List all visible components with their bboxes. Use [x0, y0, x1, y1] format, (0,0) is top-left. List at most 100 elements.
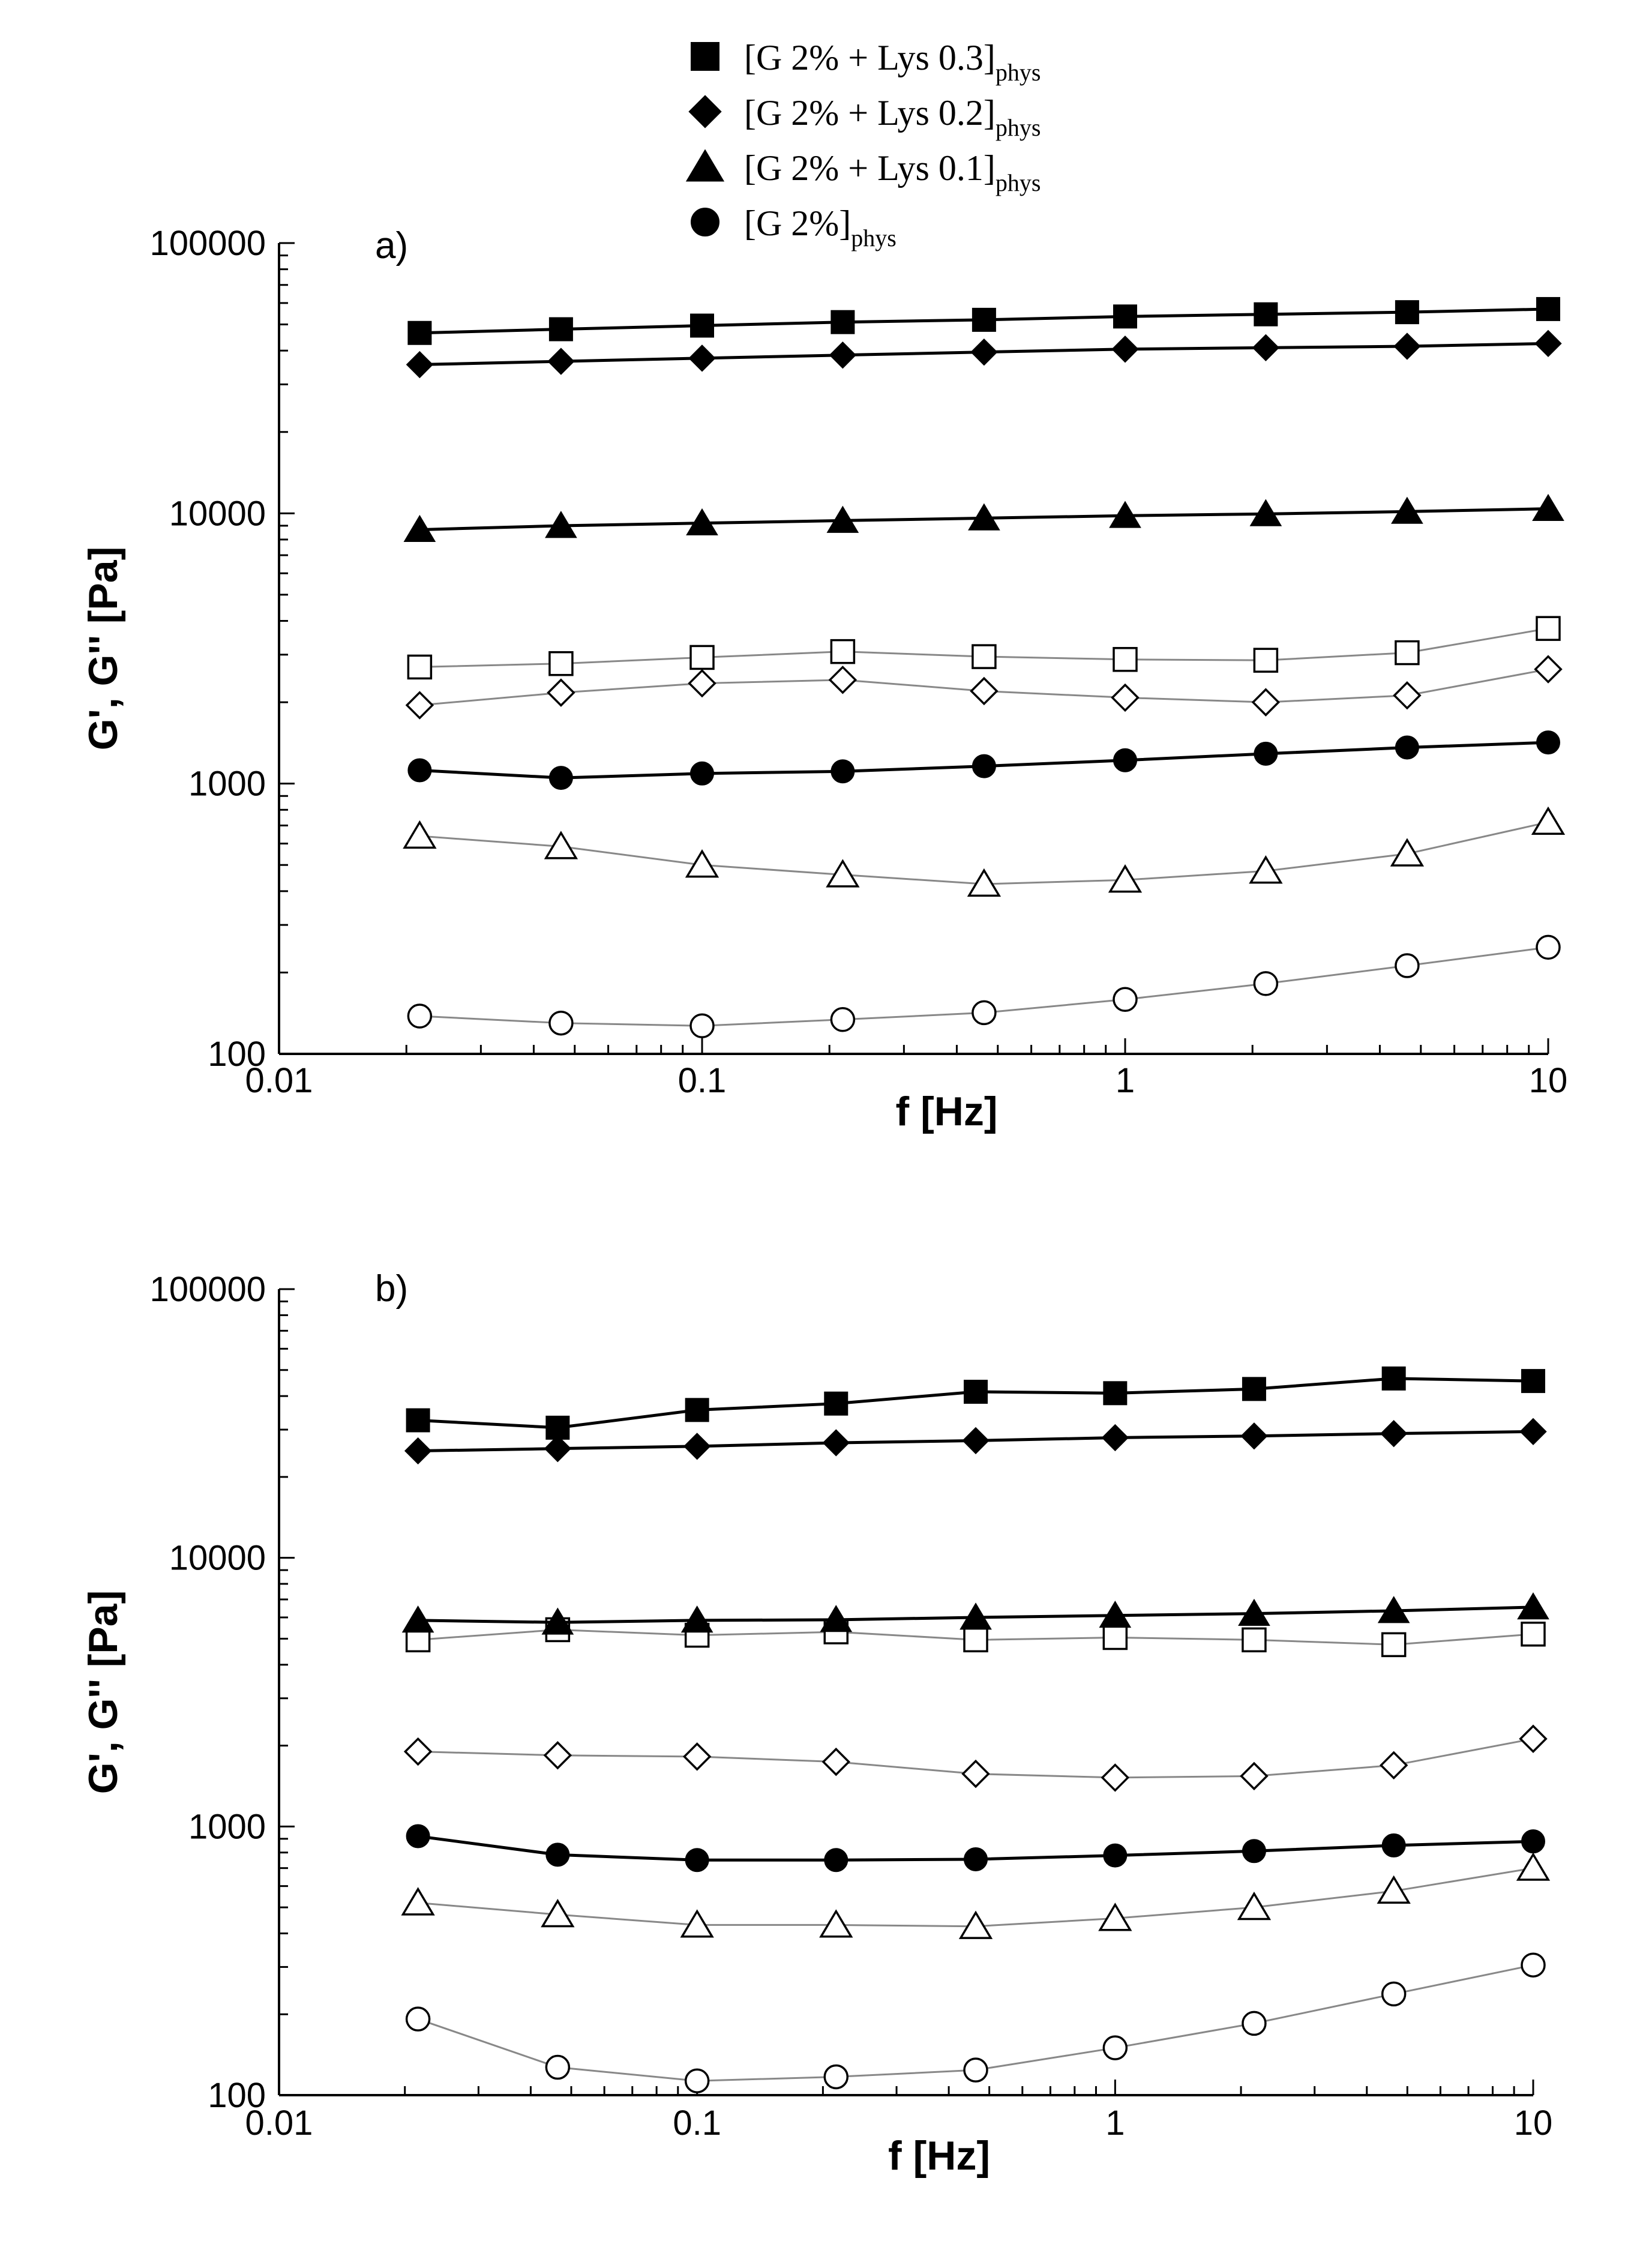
- data-point: [685, 1398, 709, 1422]
- data-point: [967, 868, 1002, 897]
- data-point: [690, 313, 714, 338]
- data-point: [690, 761, 714, 786]
- data-point: [824, 1848, 849, 1872]
- data-point: [403, 1737, 433, 1766]
- data-point: [407, 1003, 433, 1029]
- data-point: [958, 1910, 993, 1939]
- data-point: [826, 505, 859, 533]
- data-point: [1102, 1625, 1128, 1650]
- series-filled-diamond: [404, 1418, 1547, 1465]
- panel-label: b): [375, 1268, 408, 1310]
- data-point: [1237, 1891, 1272, 1921]
- data-point: [970, 676, 999, 706]
- legend-entry-square: [G 2% + Lys 0.3]phys: [691, 38, 1041, 86]
- data-point: [1103, 1381, 1128, 1406]
- data-point: [543, 1741, 572, 1770]
- x-tick-label: 0.1: [678, 1061, 727, 1100]
- data-point: [548, 1010, 574, 1036]
- data-point: [1536, 296, 1560, 321]
- y-tick-label: 100: [208, 2076, 266, 2115]
- data-point: [1238, 1598, 1270, 1626]
- data-point: [1098, 1903, 1132, 1931]
- data-point: [1519, 1724, 1548, 1753]
- series-open-triangle: [401, 1852, 1551, 1939]
- data-point: [1253, 648, 1279, 673]
- data-point: [826, 859, 860, 888]
- data-point: [1377, 1596, 1410, 1623]
- data-point: [1101, 1424, 1129, 1452]
- data-point: [541, 1898, 575, 1928]
- data-point: [1390, 838, 1425, 867]
- data-point: [1531, 806, 1566, 835]
- data-point: [1240, 1761, 1269, 1791]
- legend-entry-triangle: [G 2% + Lys 0.1]phys: [685, 148, 1041, 196]
- series-filled-square: [407, 296, 1560, 345]
- data-point: [1395, 640, 1420, 666]
- data-point: [548, 651, 574, 676]
- data-point: [829, 341, 857, 369]
- data-point: [1532, 493, 1564, 522]
- data-point: [688, 669, 716, 698]
- data-point: [1111, 335, 1139, 363]
- data-point: [680, 1605, 713, 1633]
- data-point: [964, 1847, 988, 1871]
- data-point: [972, 754, 996, 778]
- y-ticks: 100 1000 10000 100000: [149, 1270, 295, 2115]
- data-point: [1393, 681, 1422, 710]
- data-point: [1254, 741, 1278, 766]
- data-point: [1521, 1622, 1546, 1647]
- data-point: [680, 1909, 714, 1938]
- data-point: [1534, 655, 1563, 684]
- legend-label-sub: phys: [996, 114, 1041, 141]
- data-point: [831, 759, 855, 784]
- y-axis-title: G', G'' [Pa]: [80, 1590, 126, 1794]
- series-open-diamond: [405, 655, 1563, 720]
- data-point: [1242, 1839, 1266, 1863]
- x-tick-label: 10: [1514, 2104, 1553, 2143]
- data-point: [544, 1435, 572, 1463]
- legend-label-main: [G 2% + Lys 0.2]: [744, 93, 996, 133]
- series-filled-circle: [407, 730, 1560, 790]
- data-point: [683, 1433, 711, 1460]
- data-point: [1381, 1981, 1407, 2007]
- data-point: [1516, 1852, 1551, 1881]
- panel-label: a): [375, 225, 408, 266]
- x-tick-label: 1: [1116, 1061, 1135, 1100]
- data-point: [1521, 1829, 1545, 1854]
- data-point: [541, 1607, 574, 1635]
- data-point: [1102, 2035, 1128, 2060]
- y-tick-label: 1000: [188, 765, 266, 804]
- data-point: [547, 347, 575, 375]
- data-point: [1536, 934, 1561, 960]
- data-point: [1108, 864, 1143, 893]
- data-point: [972, 307, 996, 332]
- series-open-circle: [407, 934, 1561, 1039]
- data-point: [686, 508, 718, 536]
- data-point: [960, 1602, 992, 1630]
- legend-label-sub: phys: [996, 169, 1041, 196]
- data-point: [822, 1429, 850, 1457]
- data-point: [824, 1391, 849, 1416]
- series-filled-triangle: [403, 493, 1564, 542]
- series-open-triangle: [403, 806, 1566, 897]
- data-point: [1521, 1369, 1545, 1394]
- series-open-circle: [405, 1952, 1546, 2093]
- data-point: [407, 654, 433, 680]
- data-point: [1109, 501, 1141, 528]
- series-open-square: [407, 616, 1561, 680]
- data-point: [968, 503, 1000, 531]
- legend-label: [G 2% + Lys 0.2]phys: [744, 93, 1041, 141]
- x-tick-label: 10: [1529, 1061, 1568, 1100]
- y-tick-label: 100: [208, 1035, 266, 1074]
- data-point: [1536, 616, 1561, 641]
- data-point: [1251, 688, 1281, 717]
- x-ticks: 0.01 0.1 1 10: [245, 2080, 1553, 2143]
- data-point: [819, 1909, 853, 1938]
- legend: [G 2% + Lys 0.3]phys[G 2% + Lys 0.2]phys…: [685, 38, 1041, 251]
- x-tick-label: 1: [1105, 2104, 1125, 2143]
- data-point: [547, 678, 575, 707]
- data-point: [1517, 1592, 1549, 1620]
- data-point: [545, 1842, 570, 1867]
- legend-marker-circle: [691, 208, 719, 236]
- legend-label-sub: phys: [996, 59, 1041, 86]
